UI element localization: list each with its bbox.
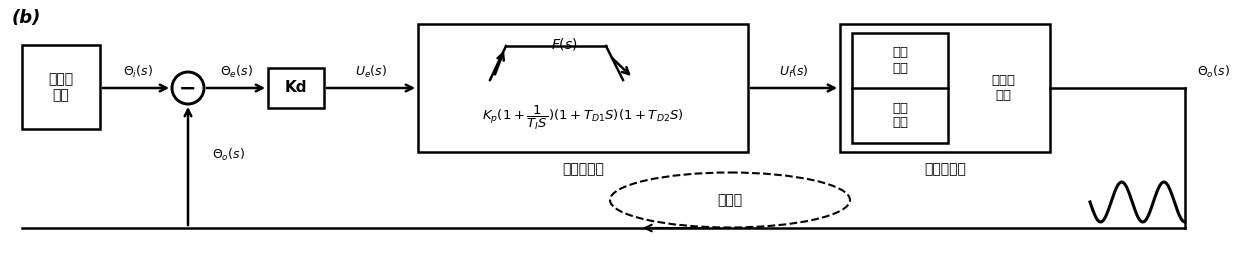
Bar (22, 45, 100, 129)
Text: $\Theta_e(s)$: $\Theta_e(s)$ (219, 64, 253, 80)
Text: $\Theta_i(s)$: $\Theta_i(s)$ (123, 64, 153, 80)
Text: 压控振荡器: 压控振荡器 (924, 162, 966, 176)
Bar (268, 68, 324, 108)
Bar (418, 24, 748, 152)
Text: 锁模激
光器: 锁模激 光器 (991, 74, 1016, 102)
Text: −: − (180, 79, 197, 99)
Text: 压电
陶瓷: 压电 陶瓷 (892, 47, 908, 74)
Text: Kd: Kd (285, 81, 308, 95)
Text: 环路滤波器: 环路滤波器 (562, 162, 604, 176)
Text: 高压
驱动: 高压 驱动 (892, 102, 908, 130)
Text: $\Theta_o(s)$: $\Theta_o(s)$ (212, 147, 244, 163)
Text: 频率信
号源: 频率信 号源 (48, 72, 73, 102)
Text: $\Theta_o(s)$: $\Theta_o(s)$ (1197, 64, 1229, 80)
Text: (b): (b) (12, 9, 41, 27)
Bar (852, 33, 949, 143)
Text: $U_f(s)$: $U_f(s)$ (779, 64, 808, 80)
Text: $F(s)$: $F(s)$ (551, 36, 578, 52)
Bar (839, 24, 1050, 152)
Text: $K_p(1+\dfrac{1}{T_IS})(1+T_{D1}S)(1+T_{D2}S)$: $K_p(1+\dfrac{1}{T_IS})(1+T_{D1}S)(1+T_{… (482, 103, 684, 132)
Text: 锁相环: 锁相环 (718, 193, 743, 207)
Text: $U_e(s)$: $U_e(s)$ (355, 64, 387, 80)
